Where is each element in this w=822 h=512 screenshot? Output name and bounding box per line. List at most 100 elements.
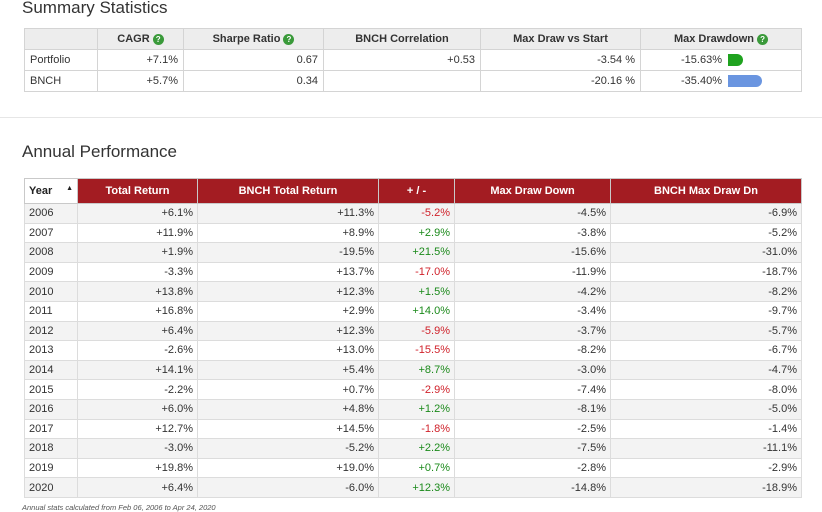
cell: -3.4% (454, 300, 611, 322)
header-text: Max Drawdown (673, 33, 755, 45)
cell: +6.0% (77, 398, 198, 420)
cell: +16.8% (77, 300, 198, 322)
header-row: Year ▲ Total Return BNCH Total Return + /… (24, 178, 802, 204)
cell: -15.63% (640, 49, 802, 71)
annual-row: 2009 -3.3% +13.7% -17.0% -11.9% -18.7% (24, 261, 802, 283)
cell: +2.9% (197, 300, 379, 322)
header-text: Max Draw vs Start (513, 33, 608, 45)
cell: +2.9% (378, 222, 455, 244)
help-icon[interactable]: ? (757, 33, 769, 45)
cell: -6.0% (197, 477, 379, 498)
sort-arrow: ▲ (66, 185, 73, 192)
cell: +14.0% (378, 300, 455, 322)
cell: -5.2% (197, 438, 379, 459)
cell: -15.5% (378, 340, 455, 361)
cell: +19.8% (77, 457, 198, 479)
cell: -18.9% (610, 477, 802, 498)
cell: 2006 (24, 203, 78, 224)
cell: -11.9% (454, 261, 611, 283)
cell: +5.7% (97, 70, 184, 92)
cell: +6.4% (77, 320, 198, 342)
cell: +6.1% (77, 203, 198, 224)
cell: -1.4% (610, 418, 802, 440)
cell: 2014 (24, 359, 78, 381)
cell (323, 70, 481, 92)
cell: -5.9% (378, 320, 455, 342)
annual-row: 2012 +6.4% +12.3% -5.9% -3.7% -5.7% (24, 320, 802, 342)
cell: -2.9% (378, 379, 455, 400)
footnote: Annual stats calculated from Feb 06, 200… (22, 503, 216, 512)
cell: BNCH (24, 70, 98, 92)
header-cell: Max Drawdown? (640, 28, 802, 50)
annual-row: 2018 -3.0% -5.2% +2.2% -7.5% -11.1% (24, 438, 802, 459)
header-cell[interactable]: Total Return (77, 178, 198, 204)
header-text: BNCH Correlation (355, 33, 449, 45)
cell: +0.7% (197, 379, 379, 400)
cell: -4.2% (454, 281, 611, 302)
cell: 2009 (24, 261, 78, 283)
cell: +14.5% (197, 418, 379, 440)
annual-row: 2020 +6.4% -6.0% +12.3% -14.8% -18.9% (24, 477, 802, 498)
annual-row: 2014 +14.1% +5.4% +8.7% -3.0% -4.7% (24, 359, 802, 381)
cell: -5.2% (378, 203, 455, 224)
header-cell: BNCH Correlation (323, 28, 481, 50)
cell: +19.0% (197, 457, 379, 479)
header-cell: Sharpe Ratio? (183, 28, 324, 50)
header-cell[interactable]: Max Draw Down (454, 178, 611, 204)
cell: -3.54 % (480, 49, 641, 71)
cell: -8.0% (610, 379, 802, 400)
cell: -17.0% (378, 261, 455, 283)
help-icon[interactable]: ? (152, 33, 164, 45)
drawdown-bar (727, 75, 762, 88)
cell: -7.4% (454, 379, 611, 400)
separator (0, 117, 822, 118)
cell: -9.7% (610, 300, 802, 322)
annual-row: 2006 +6.1% +11.3% -5.2% -4.5% -6.9% (24, 203, 802, 224)
summary-table: CAGR? Sharpe Ratio? BNCH Correlation Max… (24, 28, 802, 92)
header-cell[interactable]: BNCH Max Draw Dn (610, 178, 802, 204)
annual-row: 2016 +6.0% +4.8% +1.2% -8.1% -5.0% (24, 398, 802, 420)
cell: +12.7% (77, 418, 198, 440)
cell: -3.8% (454, 222, 611, 244)
cell: +8.9% (197, 222, 379, 244)
cell: +8.7% (378, 359, 455, 381)
cell: -3.7% (454, 320, 611, 342)
cell: -15.6% (454, 242, 611, 263)
header-text: CAGR (117, 33, 150, 45)
cell-text: -35.40% (681, 74, 722, 87)
cell: +11.3% (197, 203, 379, 224)
header-cell: Max Draw vs Start (480, 28, 641, 50)
cell: +14.1% (77, 359, 198, 381)
cell: +4.8% (197, 398, 379, 420)
cell: 2016 (24, 398, 78, 420)
summary-title: Summary Statistics (22, 0, 168, 17)
cell: -5.2% (610, 222, 802, 244)
header-cell[interactable]: BNCH Total Return (197, 178, 379, 204)
cell: 2020 (24, 477, 78, 498)
cell: -1.8% (378, 418, 455, 440)
cell: 2011 (24, 300, 78, 322)
header-cell[interactable]: Year ▲ (24, 178, 78, 204)
header-row: CAGR? Sharpe Ratio? BNCH Correlation Max… (24, 28, 802, 50)
cell: 2013 (24, 340, 78, 361)
cell: +12.3% (197, 281, 379, 302)
cell: +11.9% (77, 222, 198, 244)
cell: -6.9% (610, 203, 802, 224)
cell: 0.67 (183, 49, 324, 71)
cell: -3.0% (77, 438, 198, 459)
cell: -14.8% (454, 477, 611, 498)
header-cell[interactable]: + / - (378, 178, 455, 204)
cell: +21.5% (378, 242, 455, 263)
cell: +7.1% (97, 49, 184, 71)
cell: -6.7% (610, 340, 802, 361)
help-icon[interactable]: ? (283, 33, 295, 45)
cell: -7.5% (454, 438, 611, 459)
header-cell: CAGR? (97, 28, 184, 50)
cell: -3.0% (454, 359, 611, 381)
summary-row: BNCH +5.7% 0.34 -20.16 % -35.40% (24, 70, 802, 92)
cell: +0.7% (378, 457, 455, 479)
cell: -18.7% (610, 261, 802, 283)
annual-title: Annual Performance (22, 142, 177, 161)
cell: +2.2% (378, 438, 455, 459)
annual-table: Year ▲ Total Return BNCH Total Return + /… (24, 178, 802, 498)
